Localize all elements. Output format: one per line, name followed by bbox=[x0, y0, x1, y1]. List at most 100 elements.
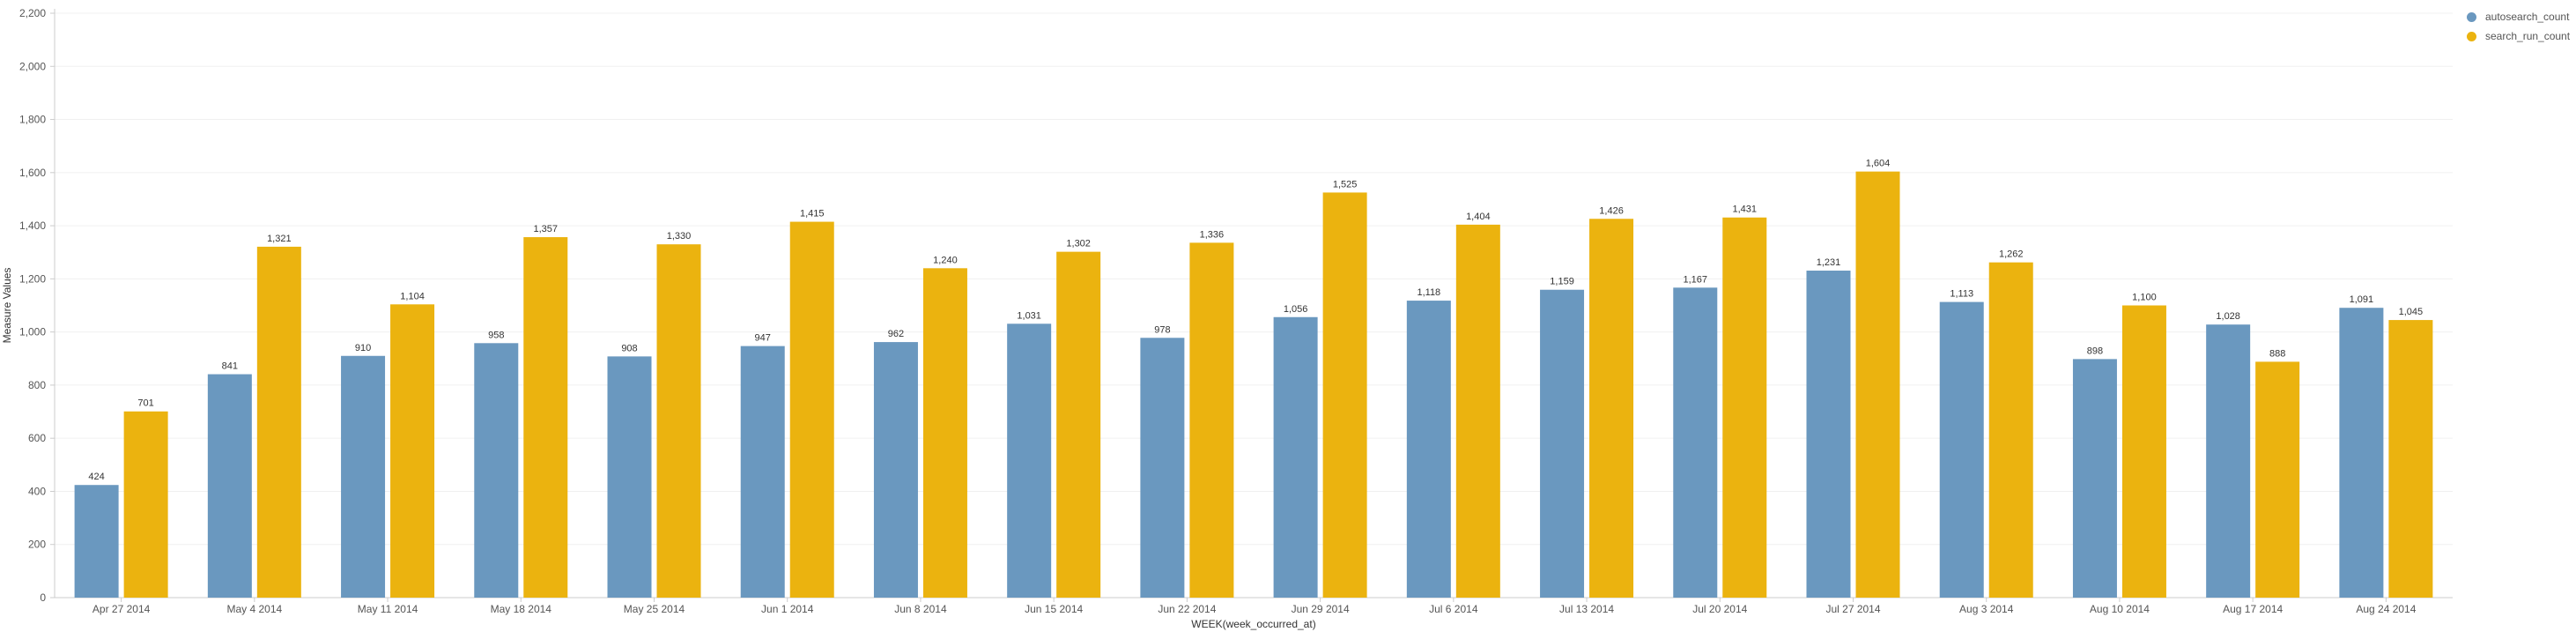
y-tick-label: 2,200 bbox=[19, 7, 46, 19]
legend: autosearch_count search_run_count bbox=[2467, 7, 2570, 46]
data-label-autosearch-count: 898 bbox=[2087, 346, 2103, 356]
x-tick-label: May 18 2014 bbox=[491, 603, 552, 615]
bar-search-run-count[interactable] bbox=[123, 411, 168, 598]
bar-search-run-count[interactable] bbox=[1589, 219, 1634, 599]
data-label-autosearch-count: 978 bbox=[1154, 324, 1170, 335]
legend-item-search-run-count[interactable]: search_run_count bbox=[2467, 26, 2570, 46]
bar-autosearch-count[interactable] bbox=[1673, 287, 1718, 598]
bar-search-run-count[interactable] bbox=[1189, 242, 1234, 598]
x-axis-ticks: Apr 27 2014 May 4 2014 May 11 2014 May 18 2… bbox=[93, 598, 2417, 615]
y-tick-label: 600 bbox=[28, 432, 46, 444]
bar-autosearch-count[interactable] bbox=[1406, 301, 1451, 598]
bar-autosearch-count[interactable] bbox=[740, 346, 785, 598]
y-tick-label: 1,400 bbox=[19, 219, 46, 232]
data-label-autosearch-count: 1,031 bbox=[1017, 310, 1041, 321]
data-label-search-run-count: 701 bbox=[137, 398, 153, 409]
bar-autosearch-count[interactable] bbox=[2339, 308, 2384, 598]
data-label-autosearch-count: 910 bbox=[355, 343, 371, 353]
bar-search-run-count[interactable] bbox=[1855, 171, 1900, 598]
data-label-autosearch-count: 1,091 bbox=[2350, 294, 2374, 305]
legend-swatch-autosearch-count bbox=[2467, 11, 2476, 22]
bar-autosearch-count[interactable] bbox=[607, 356, 652, 598]
x-tick-label: Jun 1 2014 bbox=[761, 603, 814, 615]
y-tick-label: 400 bbox=[28, 485, 46, 497]
legend-swatch-search-run-count bbox=[2467, 31, 2476, 41]
data-label-search-run-count: 888 bbox=[2269, 348, 2285, 359]
x-tick-label: Aug 17 2014 bbox=[2223, 603, 2283, 615]
y-axis-title: Measure Values bbox=[1, 268, 13, 344]
data-label-autosearch-count: 1,028 bbox=[2216, 311, 2240, 322]
data-label-autosearch-count: 1,159 bbox=[1550, 277, 1574, 287]
x-tick-label: Jul 13 2014 bbox=[1559, 603, 1614, 615]
data-label-search-run-count: 1,604 bbox=[1866, 159, 1891, 169]
bar-search-run-count[interactable] bbox=[1455, 224, 1500, 599]
data-label-search-run-count: 1,104 bbox=[400, 291, 425, 301]
data-label-autosearch-count: 958 bbox=[488, 330, 504, 340]
x-tick-label: May 4 2014 bbox=[226, 603, 282, 615]
y-tick-label: 1,800 bbox=[19, 114, 46, 126]
y-tick-label: 1,200 bbox=[19, 272, 46, 285]
data-label-search-run-count: 1,100 bbox=[2132, 293, 2157, 303]
bar-autosearch-count[interactable] bbox=[1273, 316, 1318, 598]
data-label-autosearch-count: 1,113 bbox=[1950, 289, 1973, 300]
bar-search-run-count[interactable] bbox=[2121, 305, 2166, 599]
data-label-search-run-count: 1,262 bbox=[1999, 249, 2024, 260]
bar-autosearch-count[interactable] bbox=[207, 374, 252, 598]
bar-autosearch-count[interactable] bbox=[74, 485, 119, 598]
bar-search-run-count[interactable] bbox=[256, 246, 301, 598]
bar-search-run-count[interactable] bbox=[2388, 320, 2433, 598]
x-tick-label: Jul 27 2014 bbox=[1825, 603, 1880, 615]
bar-search-run-count[interactable] bbox=[2255, 361, 2300, 598]
x-tick-label: May 25 2014 bbox=[624, 603, 685, 615]
data-label-search-run-count: 1,431 bbox=[1733, 204, 1758, 215]
data-label-autosearch-count: 947 bbox=[755, 333, 771, 344]
legend-label-autosearch-count: autosearch_count bbox=[2485, 11, 2570, 23]
bar-autosearch-count[interactable] bbox=[474, 343, 519, 598]
bar-autosearch-count[interactable] bbox=[2072, 359, 2117, 598]
bar-autosearch-count[interactable] bbox=[1806, 271, 1851, 598]
bar-autosearch-count[interactable] bbox=[2206, 324, 2251, 598]
data-label-autosearch-count: 1,231 bbox=[1817, 257, 1841, 268]
y-tick-label: 200 bbox=[28, 539, 46, 551]
bar-autosearch-count[interactable] bbox=[1007, 323, 1052, 598]
y-tick-label: 1,000 bbox=[19, 326, 46, 338]
x-tick-label: Jun 22 2014 bbox=[1158, 603, 1216, 615]
bar-search-run-count[interactable] bbox=[789, 221, 834, 599]
bar-search-run-count[interactable] bbox=[1322, 192, 1367, 598]
bar-autosearch-count[interactable] bbox=[873, 342, 918, 598]
data-label-search-run-count: 1,525 bbox=[1333, 179, 1358, 190]
bar-search-run-count[interactable] bbox=[1722, 217, 1767, 598]
data-label-search-run-count: 1,045 bbox=[2399, 307, 2424, 317]
x-tick-label: Apr 27 2014 bbox=[93, 603, 151, 615]
y-tick-label: 0 bbox=[40, 591, 46, 604]
data-label-autosearch-count: 841 bbox=[222, 361, 238, 372]
bar-search-run-count[interactable] bbox=[1988, 262, 2033, 598]
bar-autosearch-count[interactable] bbox=[1140, 338, 1185, 598]
data-label-search-run-count: 1,404 bbox=[1466, 212, 1491, 222]
bar-search-run-count[interactable] bbox=[390, 304, 435, 598]
bar-autosearch-count[interactable] bbox=[1939, 301, 1984, 598]
bars bbox=[74, 171, 2433, 599]
x-tick-label: Aug 10 2014 bbox=[2090, 603, 2150, 615]
legend-item-autosearch-count[interactable]: autosearch_count bbox=[2467, 7, 2570, 26]
data-label-search-run-count: 1,415 bbox=[800, 209, 825, 219]
x-tick-label: Jul 20 2014 bbox=[1692, 603, 1747, 615]
bar-search-run-count[interactable] bbox=[656, 244, 701, 598]
bar-autosearch-count[interactable] bbox=[1540, 289, 1585, 598]
data-label-search-run-count: 1,302 bbox=[1066, 239, 1091, 249]
bar-search-run-count[interactable] bbox=[922, 268, 967, 598]
x-tick-label: Jun 8 2014 bbox=[894, 603, 947, 615]
x-tick-label: Jun 29 2014 bbox=[1292, 603, 1350, 615]
bar-search-run-count[interactable] bbox=[523, 237, 568, 598]
data-label-autosearch-count: 962 bbox=[888, 329, 904, 339]
data-labels: 424 701 841 1,321 910 1,104 958 1,357 908 1,330 94… bbox=[88, 159, 2423, 483]
bar-search-run-count[interactable] bbox=[1056, 251, 1101, 598]
bar-autosearch-count[interactable] bbox=[341, 355, 386, 598]
data-label-search-run-count: 1,330 bbox=[667, 231, 692, 242]
data-label-search-run-count: 1,321 bbox=[267, 234, 292, 244]
x-tick-label: Aug 24 2014 bbox=[2356, 603, 2416, 615]
data-label-autosearch-count: 1,118 bbox=[1417, 287, 1440, 298]
gridlines bbox=[55, 12, 2453, 546]
data-label-search-run-count: 1,357 bbox=[534, 224, 559, 234]
